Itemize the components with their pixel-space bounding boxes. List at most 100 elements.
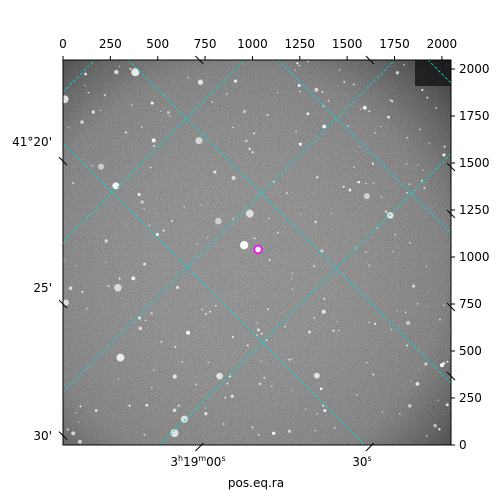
star: [368, 110, 371, 113]
axis-ticks: [58, 55, 456, 452]
star: [91, 164, 93, 167]
star: [352, 83, 355, 86]
star: [172, 374, 177, 379]
star: [187, 76, 190, 79]
star: [445, 403, 449, 407]
star: [246, 344, 249, 347]
star: [74, 265, 77, 267]
star: [67, 126, 70, 129]
star: [150, 312, 153, 315]
star: [380, 196, 383, 198]
star: [152, 145, 155, 147]
star: [419, 128, 422, 131]
star: [84, 72, 88, 76]
star: [338, 69, 341, 71]
star: [298, 142, 302, 146]
star: [176, 285, 179, 289]
star: [423, 186, 426, 189]
star: [180, 415, 188, 423]
star: [365, 182, 367, 185]
star: [296, 62, 299, 65]
star: [357, 180, 361, 184]
star: [153, 368, 155, 371]
star: [316, 176, 319, 179]
star: [323, 297, 326, 300]
star: [306, 60, 309, 63]
star: [359, 146, 361, 148]
star: [91, 110, 95, 114]
plot-frame: [62, 59, 452, 446]
star: [229, 375, 232, 378]
star: [313, 316, 316, 319]
star: [257, 433, 260, 436]
star: [258, 382, 262, 386]
star: [177, 404, 180, 407]
sky-image: [63, 60, 451, 445]
star: [211, 101, 214, 103]
star: [332, 329, 335, 332]
star: [131, 68, 140, 77]
marker-layer: [253, 244, 263, 255]
star: [322, 124, 327, 129]
star: [365, 361, 368, 364]
star: [291, 272, 294, 275]
star: [143, 433, 146, 436]
dec-tick-label-3: 30': [33, 429, 52, 443]
star: [408, 404, 412, 408]
star: [308, 330, 311, 334]
star: [387, 212, 394, 219]
star: [81, 290, 84, 293]
star: [103, 94, 106, 97]
star: [271, 431, 276, 436]
star: [316, 412, 319, 415]
star: [77, 439, 82, 444]
star: [167, 111, 170, 114]
star: [421, 88, 424, 92]
star: [353, 166, 356, 169]
star: [181, 360, 184, 363]
star: [314, 87, 319, 92]
star: [256, 322, 258, 324]
star: [406, 344, 409, 347]
star: [174, 346, 177, 348]
star: [395, 71, 400, 75]
star: [150, 101, 154, 105]
star: [446, 360, 449, 363]
star: [347, 125, 350, 127]
star: [143, 207, 145, 210]
star: [404, 311, 407, 313]
star: [391, 100, 394, 103]
star: [360, 108, 362, 110]
star: [98, 163, 104, 170]
star: [411, 284, 416, 288]
star: [286, 192, 288, 194]
star: [87, 91, 90, 94]
right-tick-label-4: 1000: [459, 250, 490, 264]
star: [116, 353, 125, 362]
star: [168, 114, 171, 117]
star: [263, 376, 266, 379]
star: [78, 421, 80, 423]
star: [297, 84, 301, 87]
star: [201, 308, 204, 311]
right-pixel-tick-labels: 0 250 500 750 1000 1250 1500 1750 2000: [459, 62, 490, 452]
ra-tick-mark-top-0: [195, 55, 204, 65]
star: [314, 220, 317, 223]
star: [144, 319, 147, 322]
star: [105, 261, 107, 263]
star: [323, 409, 327, 413]
star: [294, 69, 296, 71]
star: [172, 408, 177, 413]
star: [233, 79, 238, 83]
star: [335, 320, 338, 323]
ra-tick-label-2: 30s: [352, 454, 371, 469]
star: [216, 372, 223, 380]
right-tick-label-2: 500: [459, 344, 482, 358]
star: [196, 243, 198, 245]
star: [443, 145, 446, 148]
star: [251, 151, 254, 154]
star: [265, 339, 268, 342]
star: [225, 93, 228, 95]
star: [291, 390, 294, 392]
